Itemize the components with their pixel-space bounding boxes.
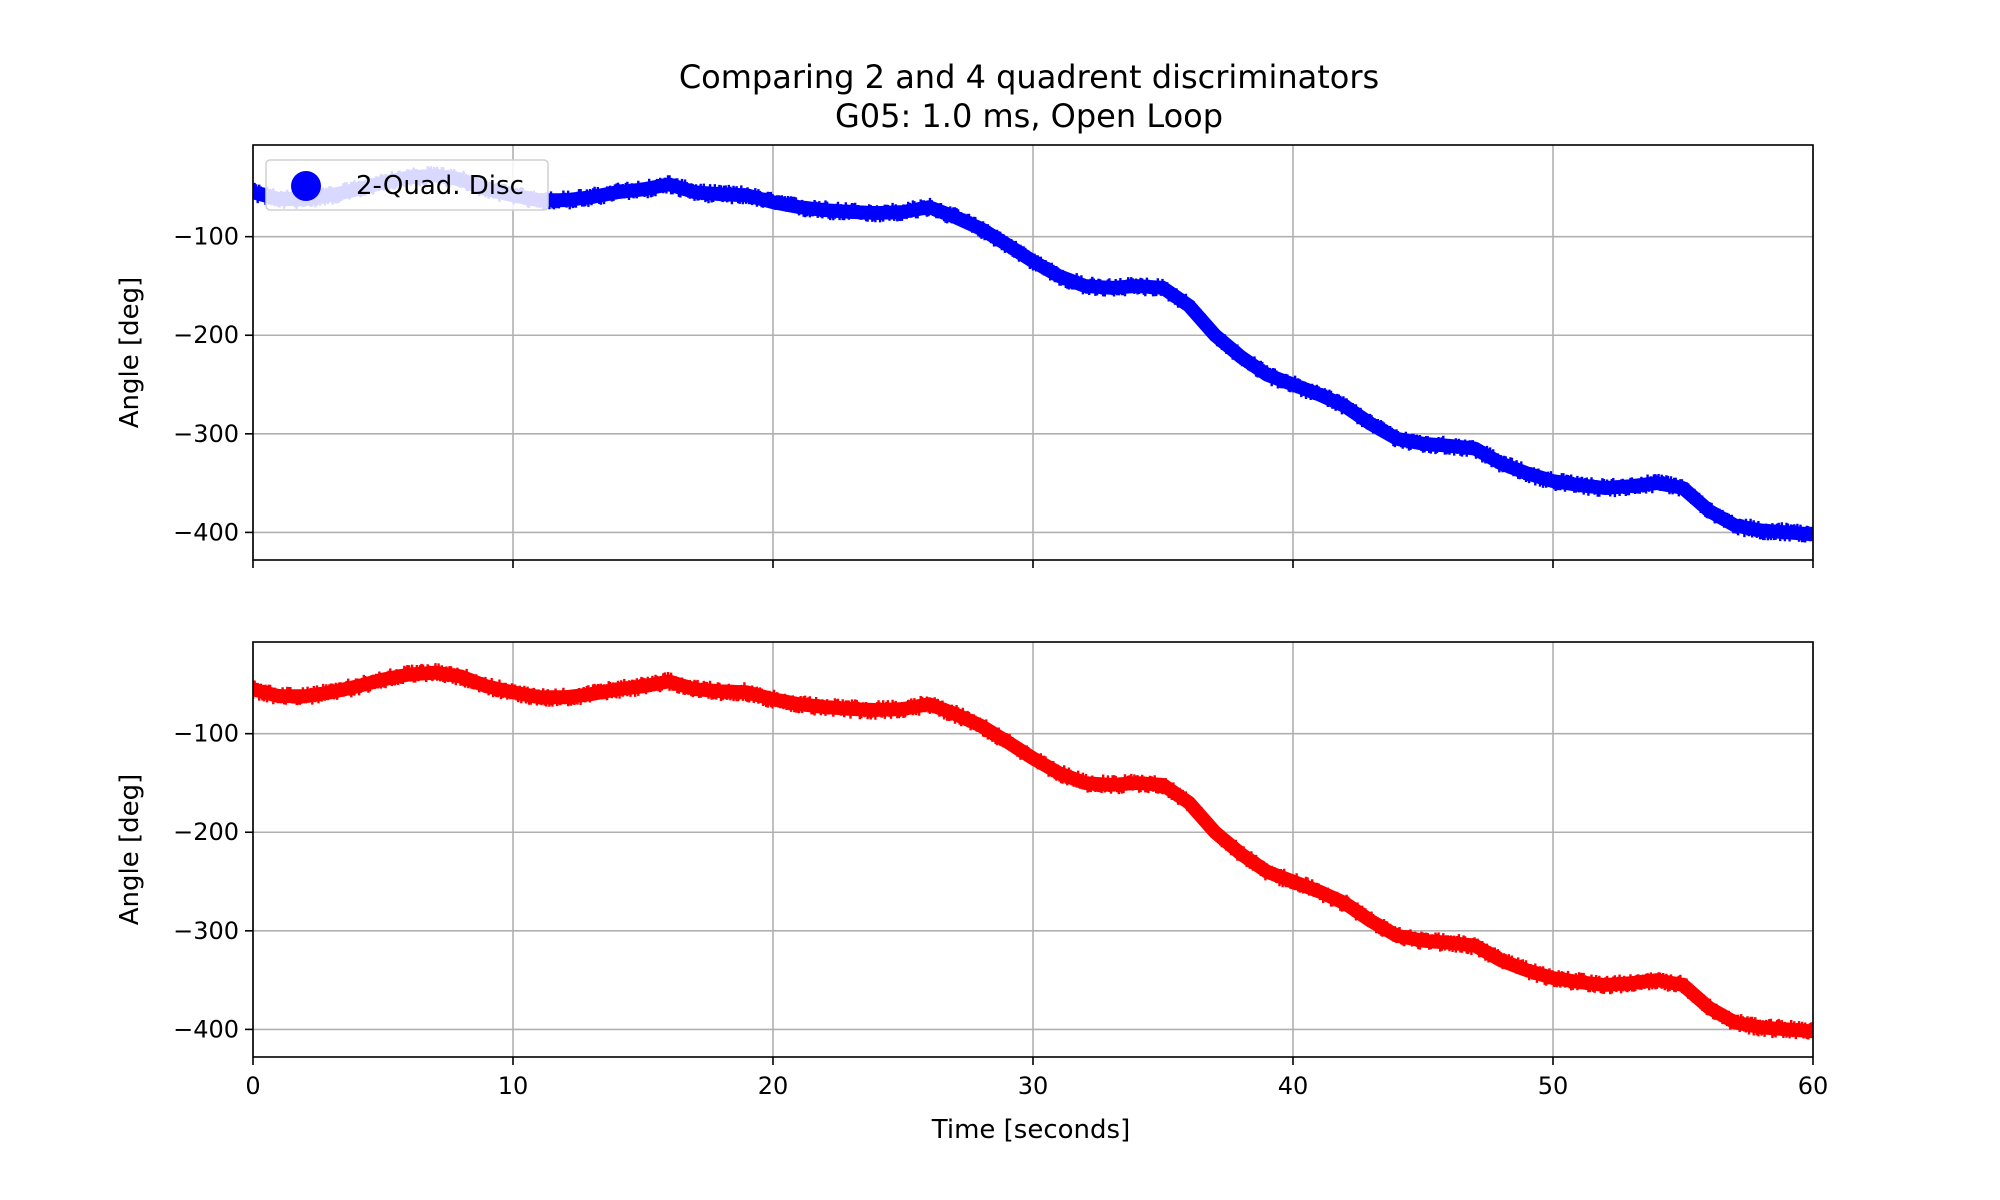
legend-label: 2-Quad. Disc — [356, 171, 524, 201]
legend-box — [265, 159, 549, 211]
x-tick-label: 60 — [1798, 1072, 1829, 1100]
x-tick-label: 30 — [1018, 1072, 1049, 1100]
top-panel-grid — [252, 145, 1814, 560]
bottom-y-tick-label: −400 — [173, 1015, 239, 1043]
bottom-panel-series — [253, 663, 1813, 1040]
x-tick-label: 0 — [245, 1072, 260, 1100]
x-tick-label: 40 — [1278, 1072, 1309, 1100]
bottom-y-tick-label: −300 — [173, 917, 239, 945]
x-tick-label: 50 — [1538, 1072, 1569, 1100]
x-tick-label: 10 — [498, 1072, 529, 1100]
legend: 2-Quad. Disc — [265, 159, 549, 211]
bottom-y-tick-label: −100 — [173, 720, 239, 748]
bottom-panel-ylabel: Angle [deg] — [115, 774, 145, 926]
top-panel-ylabel: Angle [deg] — [115, 277, 145, 429]
x-axis-label: Time [seconds] — [931, 1115, 1130, 1145]
top-panel: −100 −200 −300 −400 Angle [deg] 2-Quad. Dis… — [115, 144, 1814, 568]
x-tick-label: 20 — [758, 1072, 789, 1100]
bottom-panel: 0 10 20 30 40 50 60 −100 −200 −300 −400 Angle [deg… — [115, 641, 1828, 1145]
top-y-tick-label: −400 — [173, 518, 239, 546]
bottom-series-noise — [253, 663, 1813, 1040]
bottom-y-tick-label: −200 — [173, 818, 239, 846]
bottom-series-0 — [253, 663, 1813, 1040]
bottom-panel-ticks: 0 10 20 30 40 50 60 −100 −200 −300 −400 — [173, 720, 1828, 1100]
chart-subtitle: G05: 1.0 ms, Open Loop — [835, 97, 1223, 135]
chart-title: Comparing 2 and 4 quadrent discriminator… — [679, 58, 1379, 96]
legend-marker — [291, 171, 321, 201]
top-y-tick-label: −300 — [173, 420, 239, 448]
top-y-tick-label: −100 — [173, 223, 239, 251]
top-panel-ticks: −100 −200 −300 −400 — [173, 223, 1814, 568]
top-y-tick-label: −200 — [173, 321, 239, 349]
